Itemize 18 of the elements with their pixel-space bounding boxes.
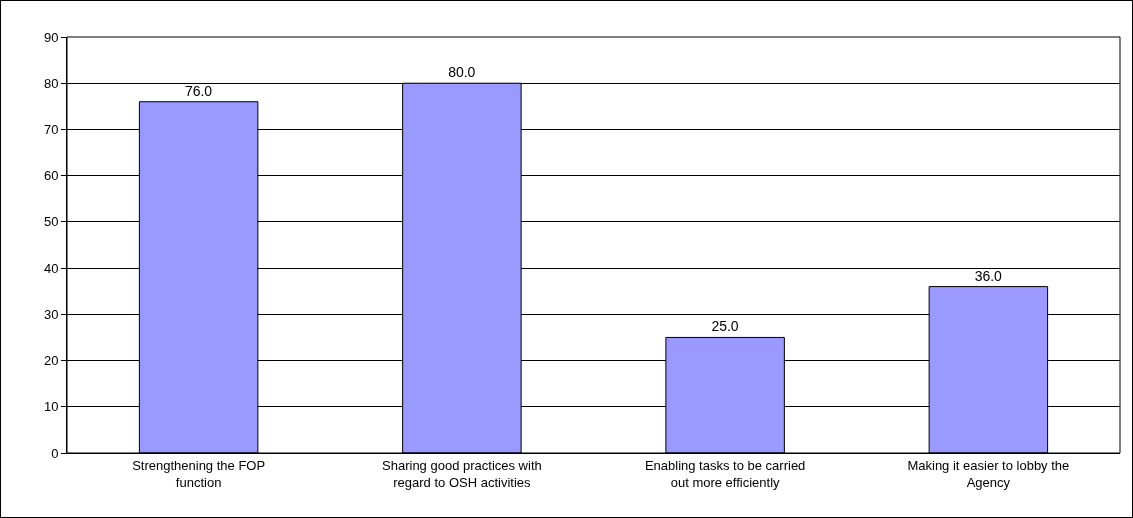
x-tick-label: Enabling tasks to be carried out more efficiently — [644, 457, 806, 490]
x-tick-label: Strengthening the FOP function — [132, 457, 266, 490]
y-tick-label: 70 — [43, 121, 59, 137]
y-tick-label: 50 — [43, 214, 59, 230]
y-tick-label: 30 — [43, 306, 59, 322]
y-tick-label: 20 — [43, 353, 59, 369]
y-tick-label: 90 — [43, 29, 59, 45]
data-label: 25.0 — [711, 318, 739, 335]
y-tick-label: 60 — [43, 168, 59, 184]
y-tick-label: 40 — [43, 260, 59, 276]
x-tick-label: Making it easier to lobby the Agency — [907, 457, 1070, 490]
data-label: 76.0 — [184, 82, 213, 99]
x-tick-label: Sharing good practices with regard to OSH activities — [382, 457, 542, 490]
data-label: 36.0 — [974, 267, 1003, 284]
y-tick-label: 0 — [51, 445, 59, 461]
data-label: 80.0 — [448, 64, 476, 81]
y-tick-label: 80 — [43, 75, 59, 91]
y-tick-label: 10 — [43, 399, 59, 415]
